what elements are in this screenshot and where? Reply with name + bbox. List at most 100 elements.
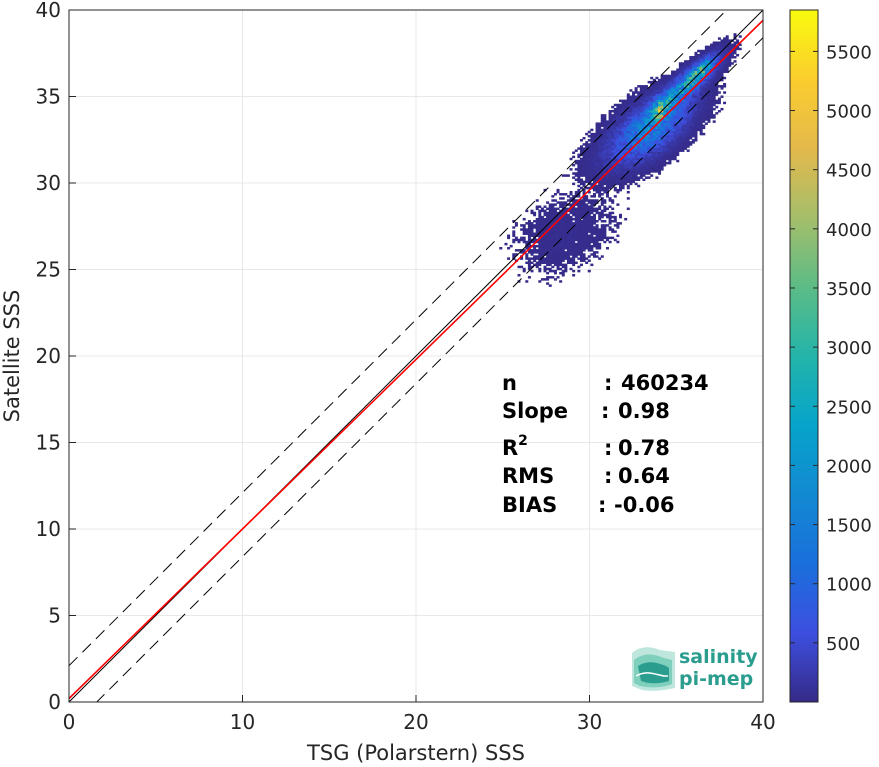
- density-bin: [564, 217, 568, 221]
- density-bin: [592, 220, 596, 223]
- density-bin: [561, 247, 565, 250]
- density-bin: [647, 118, 651, 121]
- lower-bound-line: [96, 37, 763, 702]
- density-bin: [611, 109, 615, 113]
- density-bin: [572, 230, 576, 233]
- density-bin: [676, 91, 680, 94]
- density-bin: [585, 168, 589, 171]
- density-bin: [587, 201, 591, 204]
- density-bin: [642, 149, 646, 152]
- density-bin: [618, 128, 622, 132]
- density-bin: [608, 215, 612, 219]
- density-bin: [564, 174, 568, 177]
- density-bin: [694, 80, 698, 84]
- density-bin: [626, 99, 630, 103]
- density-bin: [660, 97, 664, 101]
- density-bin: [587, 217, 591, 221]
- density-bin: [684, 72, 688, 76]
- density-bin: [647, 116, 651, 119]
- density-bin: [660, 143, 664, 146]
- density-bin: [639, 126, 643, 130]
- density-bin: [569, 230, 573, 233]
- density-bin: [699, 99, 703, 103]
- density-bin: [676, 139, 680, 142]
- density-bin: [676, 136, 680, 140]
- density-bin: [605, 147, 609, 150]
- density-bin: [645, 136, 649, 140]
- density-bin: [660, 103, 664, 107]
- density-bin: [564, 201, 568, 204]
- density-bin: [730, 47, 734, 51]
- density-bin: [637, 107, 641, 111]
- density-bin: [595, 143, 599, 146]
- density-bin: [681, 85, 685, 88]
- density-bin: [611, 128, 615, 132]
- density-bin: [676, 87, 680, 90]
- density-bin: [642, 128, 646, 132]
- density-bin: [652, 170, 656, 173]
- density-bin: [566, 220, 570, 223]
- density-bin: [603, 180, 607, 184]
- density-bin: [634, 91, 638, 94]
- density-bin: [553, 211, 557, 215]
- density-bin: [678, 116, 682, 119]
- density-bin: [605, 224, 609, 227]
- density-bin: [574, 228, 578, 231]
- density-bin: [587, 161, 591, 165]
- density-bin: [548, 224, 552, 227]
- density-bin: [561, 251, 565, 254]
- density-bin: [673, 132, 677, 136]
- density-bin: [522, 230, 526, 233]
- density-bin: [605, 174, 609, 177]
- density-bin: [561, 249, 565, 252]
- density-bin: [647, 139, 651, 142]
- density-bin: [678, 101, 682, 105]
- density-bin: [681, 62, 685, 65]
- density-bin: [632, 93, 636, 96]
- density-bin: [738, 47, 742, 51]
- density-bin: [686, 74, 690, 78]
- density-bin: [616, 116, 620, 119]
- density-bin: [621, 166, 625, 169]
- density-bin: [689, 126, 693, 130]
- density-bin: [707, 80, 711, 84]
- density-bin: [681, 105, 685, 109]
- density-bin: [704, 76, 708, 80]
- density-bin: [598, 170, 602, 173]
- density-bin: [587, 238, 591, 242]
- stat-r2-superscript: 2: [518, 433, 528, 449]
- density-bin: [676, 128, 680, 132]
- density-bin: [585, 141, 589, 144]
- density-bin: [585, 242, 589, 246]
- stat-bias-sep: :: [598, 493, 606, 517]
- density-bin: [600, 151, 604, 154]
- density-bin: [582, 259, 586, 262]
- density-bin: [626, 116, 630, 119]
- density-bin: [577, 188, 581, 192]
- density-bin: [527, 276, 531, 279]
- density-bin: [658, 170, 662, 173]
- density-bin: [668, 147, 672, 150]
- density-bin: [645, 89, 649, 92]
- density-bin: [618, 153, 622, 157]
- density-bin: [694, 70, 698, 74]
- density-bin: [684, 85, 688, 88]
- density-bin: [613, 176, 617, 179]
- density-bin: [650, 159, 654, 163]
- density-bin: [611, 118, 615, 121]
- density-bin: [639, 109, 643, 113]
- density-bin: [639, 99, 643, 103]
- density-bin: [673, 139, 677, 142]
- density-bin: [626, 157, 630, 161]
- density-bin: [582, 197, 586, 200]
- density-bin: [574, 238, 578, 242]
- density-bin: [624, 170, 628, 173]
- density-bin: [704, 60, 708, 63]
- density-bin: [652, 130, 656, 134]
- density-bin: [629, 130, 633, 134]
- density-bin: [629, 178, 633, 181]
- density-bin: [613, 195, 617, 198]
- density-bin: [608, 178, 612, 181]
- colorbar-tick-label: 4500: [826, 161, 872, 182]
